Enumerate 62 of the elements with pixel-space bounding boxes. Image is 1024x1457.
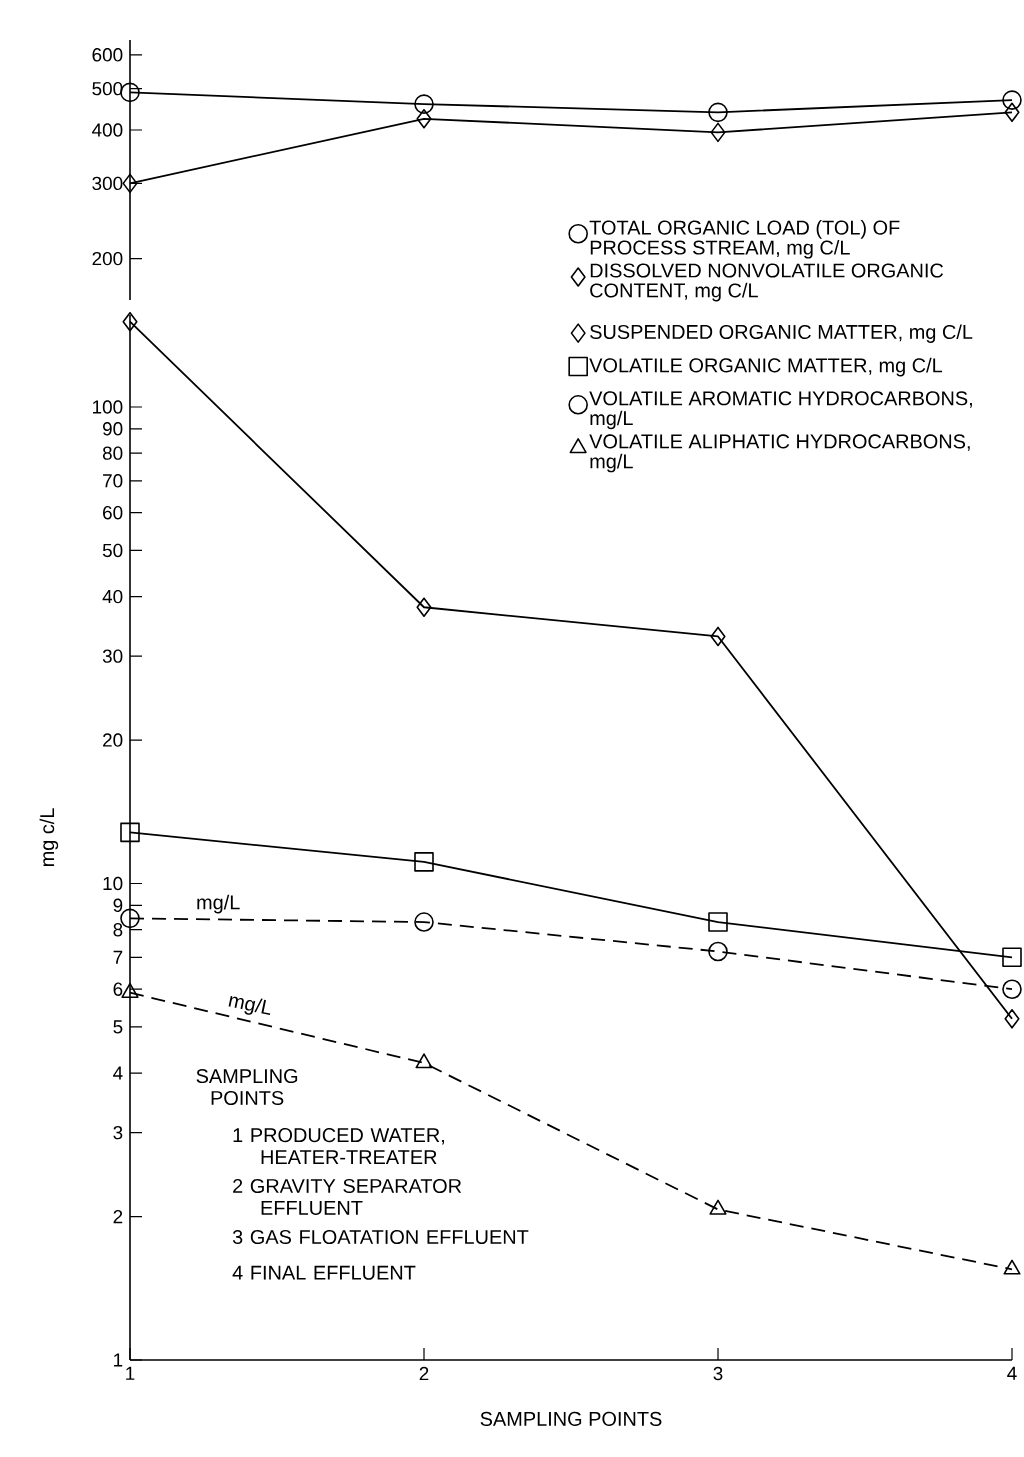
y-tick-label: 6 <box>113 982 123 996</box>
legend-label: VOLATILE ORGANIC MATTER, mg C/L <box>589 357 943 377</box>
point <box>1003 1259 1021 1275</box>
y-tick-label: 2 <box>113 1209 123 1224</box>
y-tick-label: 300 <box>92 176 123 191</box>
y-tick-label: 30 <box>102 649 123 663</box>
y-axis-title: mg c/L <box>39 808 59 867</box>
point <box>122 173 138 194</box>
y-tick-label: 90 <box>103 422 123 436</box>
y-tick-label: 60 <box>103 506 123 520</box>
annotation: 3 GAS FLOATATION EFFLUENT <box>232 1229 529 1245</box>
y-tick-label: 400 <box>92 123 123 137</box>
y-tick-label: 200 <box>92 251 123 266</box>
annotation: 2 GRAVITY SEPARATOR EFFLUENT <box>233 1178 462 1215</box>
point <box>1002 90 1022 110</box>
annotation: mg/L <box>197 894 240 914</box>
annotation: 4 FINAL EFFLUENT <box>232 1265 416 1280</box>
y-tick-label: 4 <box>113 1066 123 1080</box>
y-tick-label: 70 <box>103 474 123 488</box>
x-tick-label: 2 <box>419 1366 429 1381</box>
legend-label: SUSPENDED ORGANIC MATTER, mg C/L <box>590 324 973 343</box>
x-tick-label: 4 <box>1007 1366 1017 1380</box>
point <box>708 912 728 932</box>
x-axis-title: SAMPLING POINTS <box>480 1411 662 1426</box>
point <box>710 122 726 143</box>
y-tick-label: 8 <box>113 922 123 937</box>
legend-label: DISSOLVED NONVOLATILE ORGANIC CONTENT, mg C/L <box>590 263 944 302</box>
point <box>416 597 432 618</box>
point <box>414 852 434 872</box>
point <box>1002 947 1022 968</box>
y-tick-label: 5 <box>113 1020 123 1034</box>
point <box>709 1199 727 1215</box>
annotation: SAMPLING POINTS <box>196 1069 298 1106</box>
legend-label: VOLATILE AROMATIC HYDROCARBONS, mg/L <box>589 391 972 430</box>
y-tick-label: 7 <box>113 950 123 964</box>
point <box>414 912 434 932</box>
y-tick-label: 3 <box>113 1125 123 1140</box>
point <box>414 94 434 114</box>
point <box>1002 979 1022 1000</box>
point <box>710 626 726 647</box>
y-tick-label: 9 <box>113 898 123 912</box>
x-tick-label: 1 <box>126 1366 135 1380</box>
y-tick-label: 600 <box>92 48 123 62</box>
y-tick-label: 50 <box>102 543 123 558</box>
y-tick-label: 100 <box>93 400 123 414</box>
legend-label: TOTAL ORGANIC LOAD (TOL) OF PROCESS STREAM, mg C/L <box>589 220 900 259</box>
point <box>120 822 140 843</box>
y-tick-label: 10 <box>103 876 123 891</box>
y-tick-label: 80 <box>102 446 123 460</box>
annotation: mg/L <box>228 996 271 1016</box>
y-tick-label: 20 <box>103 733 123 747</box>
y-tick-label: 500 <box>92 81 123 96</box>
annotation: 1 PRODUCED WATER, HEATER-TREATER <box>233 1128 445 1164</box>
point <box>708 102 728 123</box>
point <box>1004 1009 1020 1029</box>
y-tick-label: 1 <box>114 1353 123 1367</box>
point <box>708 941 728 962</box>
legend-label: VOLATILE ALIPHATIC HYDROCARBONS, mg/L <box>589 434 970 473</box>
point <box>415 1053 433 1069</box>
x-tick-label: 3 <box>713 1366 723 1381</box>
y-tick-label: 40 <box>102 589 123 604</box>
point <box>416 108 432 129</box>
